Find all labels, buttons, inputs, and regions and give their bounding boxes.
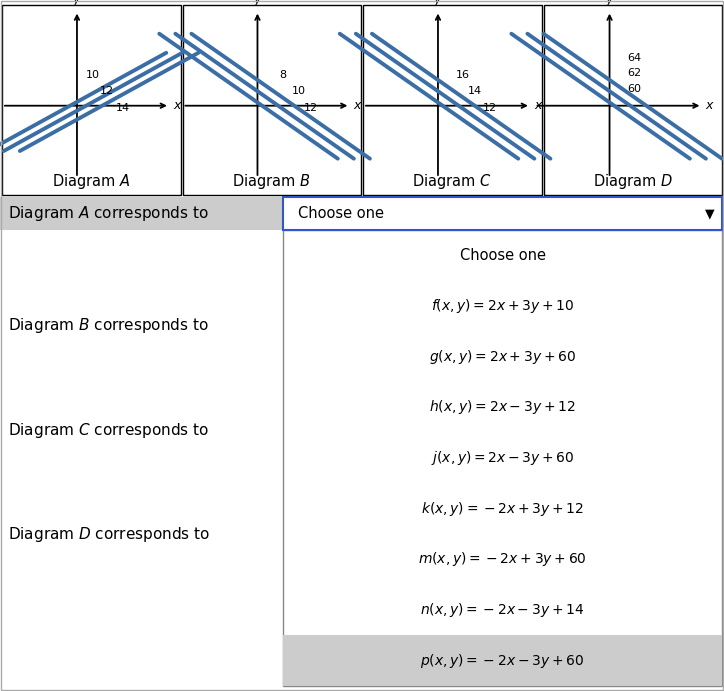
Text: Choose one: Choose one bbox=[298, 206, 384, 221]
Text: 8: 8 bbox=[279, 70, 286, 80]
Text: $x$: $x$ bbox=[705, 100, 715, 112]
Text: 12: 12 bbox=[483, 102, 497, 113]
Text: $k(x, y) = -2x + 3y + 12$: $k(x, y) = -2x + 3y + 12$ bbox=[421, 500, 584, 518]
Text: Diagram $B$: Diagram $B$ bbox=[232, 172, 311, 191]
Bar bbox=[283, 635, 722, 686]
Text: Diagram $A$: Diagram $A$ bbox=[52, 172, 130, 191]
Text: Diagram $C$ corresponds to: Diagram $C$ corresponds to bbox=[8, 421, 209, 439]
Text: Diagram $A$ corresponds to: Diagram $A$ corresponds to bbox=[8, 204, 209, 223]
Text: 64: 64 bbox=[628, 53, 641, 63]
Text: 60: 60 bbox=[628, 84, 641, 93]
Text: $y$: $y$ bbox=[253, 0, 262, 8]
Bar bbox=[2, 5, 180, 195]
Text: $f(x, y) = 2x + 3y + 10$: $f(x, y) = 2x + 3y + 10$ bbox=[431, 297, 574, 315]
Text: 14: 14 bbox=[117, 102, 130, 113]
Text: 16: 16 bbox=[456, 70, 470, 80]
Text: Diagram $C$: Diagram $C$ bbox=[413, 172, 492, 191]
Text: 62: 62 bbox=[628, 68, 641, 78]
Text: $m(x, y) = -2x + 3y + 60$: $m(x, y) = -2x + 3y + 60$ bbox=[418, 550, 587, 568]
Text: Diagram $B$ corresponds to: Diagram $B$ corresponds to bbox=[8, 316, 209, 334]
Text: $x$: $x$ bbox=[534, 100, 544, 112]
Text: $y$: $y$ bbox=[433, 0, 443, 8]
Text: 10: 10 bbox=[291, 86, 306, 95]
Bar bbox=[283, 230, 722, 686]
Text: 14: 14 bbox=[468, 86, 482, 95]
Text: Diagram $D$: Diagram $D$ bbox=[593, 172, 673, 191]
Text: $p(x, y) = -2x - 3y + 60$: $p(x, y) = -2x - 3y + 60$ bbox=[421, 652, 584, 670]
Text: $g(x, y) = 2x + 3y + 60$: $g(x, y) = 2x + 3y + 60$ bbox=[429, 348, 576, 366]
Text: $n(x, y) = -2x - 3y + 14$: $n(x, y) = -2x - 3y + 14$ bbox=[421, 601, 584, 619]
Bar bbox=[544, 5, 722, 195]
Text: 12: 12 bbox=[304, 102, 318, 113]
Text: 12: 12 bbox=[100, 86, 114, 95]
Text: Diagram $D$ corresponds to: Diagram $D$ corresponds to bbox=[8, 525, 210, 545]
Bar bbox=[283, 197, 722, 230]
Text: $j(x, y) = 2x - 3y + 60$: $j(x, y) = 2x - 3y + 60$ bbox=[431, 449, 574, 467]
Bar bbox=[0, 197, 724, 230]
Text: $h(x, y) = 2x - 3y + 12$: $h(x, y) = 2x - 3y + 12$ bbox=[429, 398, 576, 417]
Text: ▼: ▼ bbox=[705, 207, 715, 220]
Text: $x$: $x$ bbox=[353, 100, 363, 112]
Bar bbox=[363, 5, 542, 195]
Text: $y$: $y$ bbox=[72, 0, 82, 8]
Text: Choose one: Choose one bbox=[460, 248, 545, 263]
Text: $y$: $y$ bbox=[605, 0, 615, 8]
Bar bbox=[182, 5, 361, 195]
Text: 10: 10 bbox=[86, 70, 100, 80]
Text: $x$: $x$ bbox=[173, 100, 182, 112]
